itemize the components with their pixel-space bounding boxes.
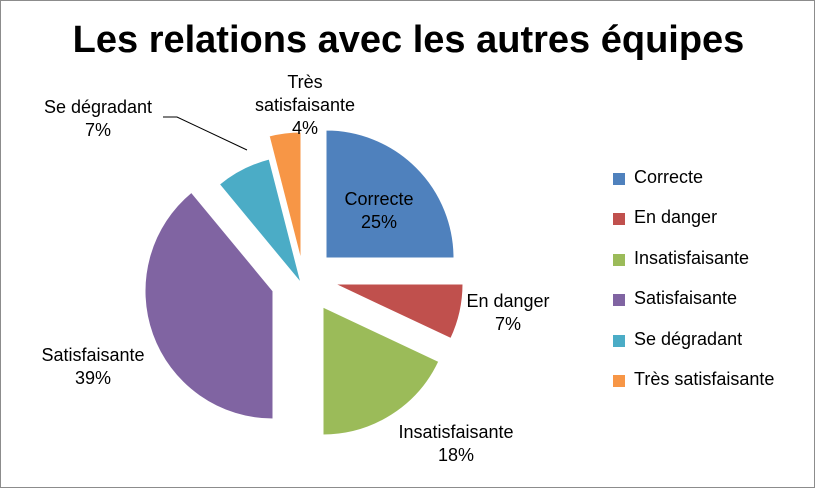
legend-swatch (613, 173, 625, 185)
legend-swatch (613, 213, 625, 226)
slice-value-label: 7% (85, 120, 111, 140)
pie-slices (144, 129, 464, 436)
slice-value-label: 39% (75, 368, 111, 388)
pie-slice-se-d-gradant (218, 158, 302, 284)
legend-label: En danger (634, 207, 718, 228)
slice-name-label: Très (287, 72, 322, 92)
legend: Correcte En danger Insatisfaisante Satis… (613, 167, 813, 409)
legend-label: Insatisfaisante (634, 247, 750, 268)
slice-name-label: satisfaisante (255, 95, 355, 115)
legend-label: Se dégradant (634, 328, 743, 349)
legend-label: Très satisfaisante (634, 368, 775, 389)
pie-slice-insatisfaisante (322, 306, 440, 436)
pie-slice-tr-s-satisfaisante (268, 131, 302, 261)
pie-slice-en-danger (334, 283, 464, 340)
slice-name-label: Satisfaisante (41, 345, 144, 365)
legend-swatch (613, 253, 625, 266)
slice-name-label: En danger (466, 291, 549, 311)
chart-title: Les relations avec les autres équipes (72, 19, 745, 61)
slice-value-label: 25% (361, 212, 397, 232)
legend-label: Satisfaisante (634, 288, 738, 309)
legend-label: Correcte (634, 167, 704, 187)
slice-value-label: 4% (292, 118, 318, 138)
slice-value-label: 18% (438, 445, 474, 465)
pie-labels: Correcte 25% En danger 7% Insatisfaisante 18%… (41, 72, 549, 465)
slice-name-label: Correcte (344, 189, 413, 209)
legend-swatch (613, 334, 625, 347)
slice-name-label: Se dégradant (44, 97, 152, 117)
legend-swatch (613, 294, 625, 307)
legend-item-tres-satisfaisante: Très satisfaisante (613, 369, 813, 409)
legend-item-se-degradant: Se dégradant (613, 329, 813, 369)
leader-line (163, 116, 248, 151)
slice-value-label: 7% (495, 314, 521, 334)
legend-item-en-danger: En danger (613, 207, 813, 247)
legend-swatch (613, 374, 625, 387)
legend-item-correcte: Correcte (613, 167, 813, 207)
legend-item-satisfaisante: Satisfaisante (613, 288, 813, 328)
pie-slice-correcte (325, 129, 455, 259)
slice-name-label: Insatisfaisante (398, 422, 513, 442)
legend-item-insatisfaisante: Insatisfaisante (613, 248, 813, 288)
pie-slice-satisfaisante (144, 191, 274, 420)
